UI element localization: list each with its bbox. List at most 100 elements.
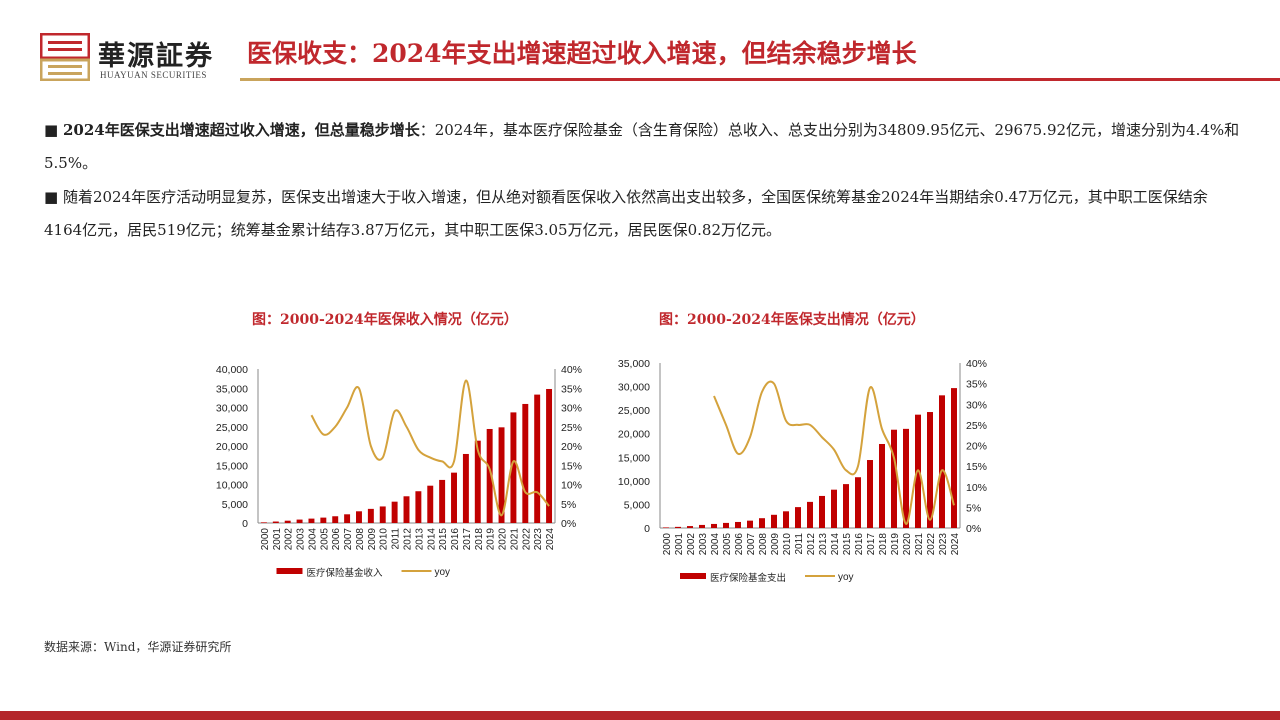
right-tick-label: 25% bbox=[966, 420, 987, 432]
x-tick-label: 2018 bbox=[474, 528, 485, 551]
right-tick-label: 40% bbox=[966, 358, 987, 370]
bar-2011 bbox=[391, 501, 398, 523]
right-tick-label: 30% bbox=[966, 399, 987, 411]
left-tick-label: 15,000 bbox=[216, 460, 248, 472]
x-tick-label: 2023 bbox=[533, 528, 544, 551]
x-tick-label: 2013 bbox=[818, 533, 829, 556]
bar-2002 bbox=[687, 526, 693, 528]
legend-line-label: yoy bbox=[838, 572, 854, 583]
legend-line-label: yoy bbox=[435, 567, 451, 578]
bar-2022 bbox=[522, 403, 529, 523]
bar-2008 bbox=[356, 511, 362, 523]
x-tick-label: 2022 bbox=[521, 528, 532, 551]
x-tick-label: 2005 bbox=[722, 533, 733, 556]
x-tick-label: 2009 bbox=[770, 533, 781, 556]
left-tick-label: 40,000 bbox=[216, 364, 248, 376]
bar-2010 bbox=[379, 506, 386, 523]
bar-2011 bbox=[795, 507, 801, 528]
bar-2013 bbox=[819, 495, 825, 528]
bar-2003 bbox=[699, 524, 705, 528]
bar-2016 bbox=[855, 477, 861, 528]
chart-expense-title: 图：2000-2024年医保支出情况（亿元） bbox=[659, 312, 925, 328]
x-tick-label: 2000 bbox=[662, 533, 673, 556]
right-tick-label: 40% bbox=[561, 364, 582, 376]
title-divider-accent bbox=[240, 78, 270, 81]
bar-2005 bbox=[320, 517, 327, 523]
x-tick-label: 2011 bbox=[391, 528, 402, 550]
x-tick-label: 2007 bbox=[746, 533, 757, 556]
right-tick-label: 10% bbox=[966, 482, 987, 494]
bar-2014 bbox=[831, 489, 837, 528]
bar-2010 bbox=[783, 511, 789, 528]
right-tick-label: 15% bbox=[561, 460, 582, 472]
right-tick-label: 30% bbox=[561, 403, 582, 415]
x-tick-label: 2012 bbox=[806, 533, 817, 556]
left-tick-label: 10,000 bbox=[216, 480, 248, 492]
brand-name: 華源証券 bbox=[98, 41, 214, 72]
left-tick-label: 10,000 bbox=[618, 476, 650, 488]
left-tick-label: 30,000 bbox=[216, 403, 248, 415]
bar-2021 bbox=[510, 412, 517, 523]
bar-2024 bbox=[546, 388, 553, 523]
x-tick-label: 2024 bbox=[950, 533, 961, 556]
left-tick-label: 35,000 bbox=[618, 358, 650, 370]
left-tick-label: 0 bbox=[242, 518, 248, 530]
legend-bar-swatch bbox=[680, 573, 706, 579]
right-tick-label: 10% bbox=[561, 480, 582, 492]
right-tick-label: 35% bbox=[561, 383, 582, 395]
x-tick-label: 2002 bbox=[284, 528, 295, 551]
bar-2003 bbox=[296, 519, 303, 523]
x-tick-label: 2004 bbox=[307, 528, 318, 551]
bar-2004 bbox=[711, 523, 717, 528]
right-tick-label: 20% bbox=[966, 441, 987, 453]
bar-2014 bbox=[427, 485, 434, 523]
bar-2019 bbox=[486, 428, 493, 523]
bar-2017 bbox=[867, 460, 873, 528]
bar-2012 bbox=[403, 496, 410, 523]
left-tick-label: 35,000 bbox=[216, 383, 248, 395]
huayuan-logo bbox=[40, 33, 90, 81]
bar-2000 bbox=[663, 527, 669, 528]
left-tick-label: 15,000 bbox=[618, 452, 650, 464]
x-tick-label: 2001 bbox=[674, 533, 685, 556]
right-tick-label: 5% bbox=[966, 502, 981, 514]
x-tick-label: 2012 bbox=[403, 528, 414, 551]
bar-2006 bbox=[332, 516, 339, 523]
bar-2001 bbox=[675, 526, 681, 528]
bar-2018 bbox=[474, 440, 481, 523]
x-tick-label: 2009 bbox=[367, 528, 378, 551]
x-tick-label: 2004 bbox=[710, 533, 721, 556]
bar-2023 bbox=[534, 394, 541, 523]
x-tick-label: 2008 bbox=[355, 528, 366, 551]
x-tick-label: 2024 bbox=[545, 528, 556, 551]
x-tick-label: 2002 bbox=[686, 533, 697, 556]
yoy-line bbox=[310, 379, 550, 517]
x-tick-label: 2014 bbox=[426, 528, 437, 551]
x-tick-label: 2005 bbox=[319, 528, 330, 551]
bar-2009 bbox=[367, 508, 374, 523]
bar-2013 bbox=[415, 491, 422, 523]
bar-2008 bbox=[759, 518, 765, 528]
bar-2020 bbox=[903, 428, 909, 528]
x-tick-label: 2007 bbox=[343, 528, 354, 551]
x-tick-label: 2008 bbox=[758, 533, 769, 556]
bar-2007 bbox=[747, 520, 753, 528]
x-tick-label: 2019 bbox=[486, 528, 497, 551]
x-tick-label: 2020 bbox=[902, 533, 913, 556]
footer-bar bbox=[0, 711, 1280, 720]
x-tick-label: 2022 bbox=[926, 533, 937, 556]
left-tick-label: 0 bbox=[644, 523, 650, 535]
left-tick-label: 20,000 bbox=[618, 429, 650, 441]
bar-2023 bbox=[939, 395, 945, 528]
legend-bar-label: 医疗保险基金收入 bbox=[307, 567, 384, 579]
bar-2016 bbox=[451, 472, 457, 523]
x-tick-label: 2015 bbox=[842, 533, 853, 556]
bar-2019 bbox=[891, 429, 897, 528]
x-tick-label: 2010 bbox=[782, 533, 793, 556]
bar-2017 bbox=[462, 453, 469, 523]
x-tick-label: 2016 bbox=[450, 528, 461, 551]
chart-income-title: 图：2000-2024年医保收入情况（亿元） bbox=[252, 312, 518, 328]
left-tick-label: 25,000 bbox=[216, 422, 248, 434]
right-tick-label: 0% bbox=[561, 518, 576, 530]
x-tick-label: 2016 bbox=[854, 533, 865, 556]
